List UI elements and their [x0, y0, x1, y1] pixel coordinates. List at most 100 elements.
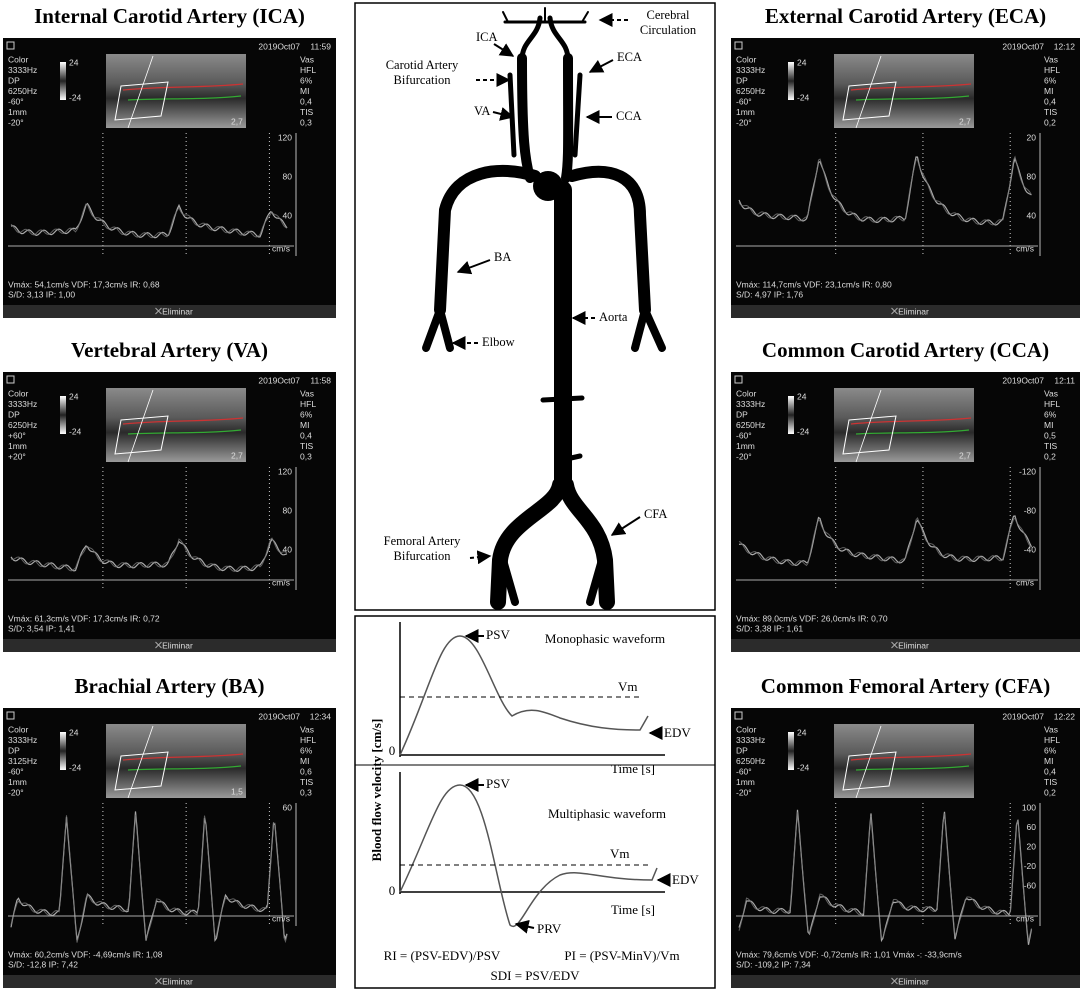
setting-left: Color — [8, 54, 28, 64]
setting-right: Vas — [1044, 388, 1058, 398]
setting-left: DP — [736, 745, 748, 755]
unit: cm/s — [1016, 243, 1034, 253]
date: 2019Oct07 — [258, 711, 300, 721]
colorbar-top: 24 — [69, 727, 79, 737]
diagram-label: Femoral Artery — [384, 534, 461, 548]
time: 12:12 — [1054, 41, 1076, 51]
diagram-label: Elbow — [482, 335, 515, 349]
close-icon — [155, 977, 162, 985]
icon — [6, 711, 15, 720]
red-flow — [122, 83, 244, 91]
ultrasound-panel: 2019Oct07 12:34 Color3333HzDP3125Hz-60°1mm… — [3, 708, 336, 988]
colorbar-bottom: -24 — [69, 762, 82, 772]
setting-left: 1mm — [736, 107, 755, 117]
diagram-label: Cerebral — [646, 8, 690, 22]
colorbar — [60, 62, 66, 100]
setting-right: 0,4 — [1044, 766, 1056, 776]
measurements: S/D: 3,38 IP: 1,61 — [736, 623, 803, 633]
icon — [734, 41, 743, 50]
panel-title: Common Carotid Artery (CCA) — [762, 338, 1049, 362]
measurements: Vmáx: 79,6cm/s VDF: -0,72cm/s IR: 1,01 V… — [736, 949, 962, 959]
doppler-trace — [10, 814, 288, 944]
artery — [566, 165, 651, 316]
date: 2019Oct07 — [1002, 41, 1044, 51]
setting-right: Vas — [300, 54, 314, 64]
arrow — [588, 59, 614, 73]
setting-left: 1mm — [8, 777, 27, 787]
waveform-label: EDV — [672, 872, 699, 887]
colorbar-top: 24 — [797, 391, 807, 401]
scale-label: 120 — [278, 466, 292, 476]
scale-label: -60 — [1024, 880, 1037, 890]
diagram-label: BA — [494, 250, 511, 264]
measurements: S/D: 4,97 IP: 1,76 — [736, 289, 803, 299]
close-icon — [155, 641, 162, 649]
scale-label: -120 — [1019, 466, 1036, 476]
setting-left: 6250Hz — [8, 420, 37, 430]
depth: 2,7 — [231, 116, 243, 126]
scale-label: 80 — [283, 505, 293, 515]
colorbar — [788, 732, 794, 770]
colorbar-top: 24 — [69, 57, 79, 67]
setting-left: -60° — [736, 766, 752, 776]
waveform-label: RI = (PSV-EDV)/PSV — [384, 948, 501, 963]
button-label: Eliminar — [162, 976, 193, 986]
waveform-label: Multiphasic waveform — [548, 806, 666, 821]
ultrasound-panel: 2019Oct07 12:22 Color3333HzDP6250Hz-60°1mm… — [731, 708, 1080, 988]
setting-right: 6% — [300, 75, 313, 85]
time: 12:34 — [310, 711, 332, 721]
setting-left: 6250Hz — [736, 86, 765, 96]
setting-left: Color — [736, 54, 756, 64]
waveform-label: PRV — [537, 921, 562, 936]
setting-right: HFL — [300, 65, 316, 75]
bmode-image — [106, 54, 246, 128]
panel-title: External Carotid Artery (ECA) — [765, 4, 1046, 28]
measurements: Vmáx: 114,7cm/s VDF: 23,1cm/s IR: 0,80 — [736, 279, 892, 289]
panel-title: Internal Carotid Artery (ICA) — [34, 4, 305, 28]
colorbar-bottom: -24 — [797, 92, 810, 102]
measurements: S/D: 3,54 IP: 1,41 — [8, 623, 75, 633]
colorbar-bottom: -24 — [69, 92, 82, 102]
setting-left: -60° — [8, 96, 24, 106]
setting-right: MI — [300, 420, 309, 430]
setting-left: -20° — [8, 787, 24, 797]
diagram-label: CFA — [644, 507, 667, 521]
setting-right: 0,2 — [1044, 117, 1056, 127]
arrow — [469, 550, 492, 565]
setting-left: 1mm — [8, 107, 27, 117]
bmode-image — [106, 388, 246, 462]
setting-right: Vas — [1044, 54, 1058, 64]
cursor-line — [855, 55, 882, 129]
waveform-label: Vm — [610, 846, 630, 861]
setting-right: TIS — [1044, 107, 1058, 117]
setting-right: HFL — [300, 735, 316, 745]
sample-box — [842, 81, 897, 121]
setting-left: DP — [736, 409, 748, 419]
close-icon — [891, 307, 898, 315]
arrow — [492, 107, 515, 121]
setting-left: -60° — [736, 96, 752, 106]
scale-label: 40 — [283, 544, 293, 554]
setting-right: 6% — [1044, 75, 1057, 85]
colorbar — [60, 396, 66, 434]
close-icon — [155, 307, 162, 315]
green-flow — [127, 429, 242, 435]
unit: cm/s — [1016, 913, 1034, 923]
setting-left: 3333Hz — [736, 65, 765, 75]
diagram-label: CCA — [616, 109, 642, 123]
waveform-label: PSV — [486, 776, 510, 791]
setting-right: 0,3 — [300, 451, 312, 461]
scale-label: 40 — [283, 210, 293, 220]
artery — [507, 72, 517, 158]
setting-right: MI — [300, 756, 309, 766]
button-bar — [731, 305, 1080, 318]
setting-right: MI — [1044, 420, 1053, 430]
setting-left: 3333Hz — [8, 399, 37, 409]
colorbar — [788, 396, 794, 434]
setting-left: 6250Hz — [736, 756, 765, 766]
red-flow — [850, 417, 972, 425]
artery — [436, 306, 454, 352]
scale-label: 60 — [283, 802, 293, 812]
artery — [434, 165, 541, 316]
